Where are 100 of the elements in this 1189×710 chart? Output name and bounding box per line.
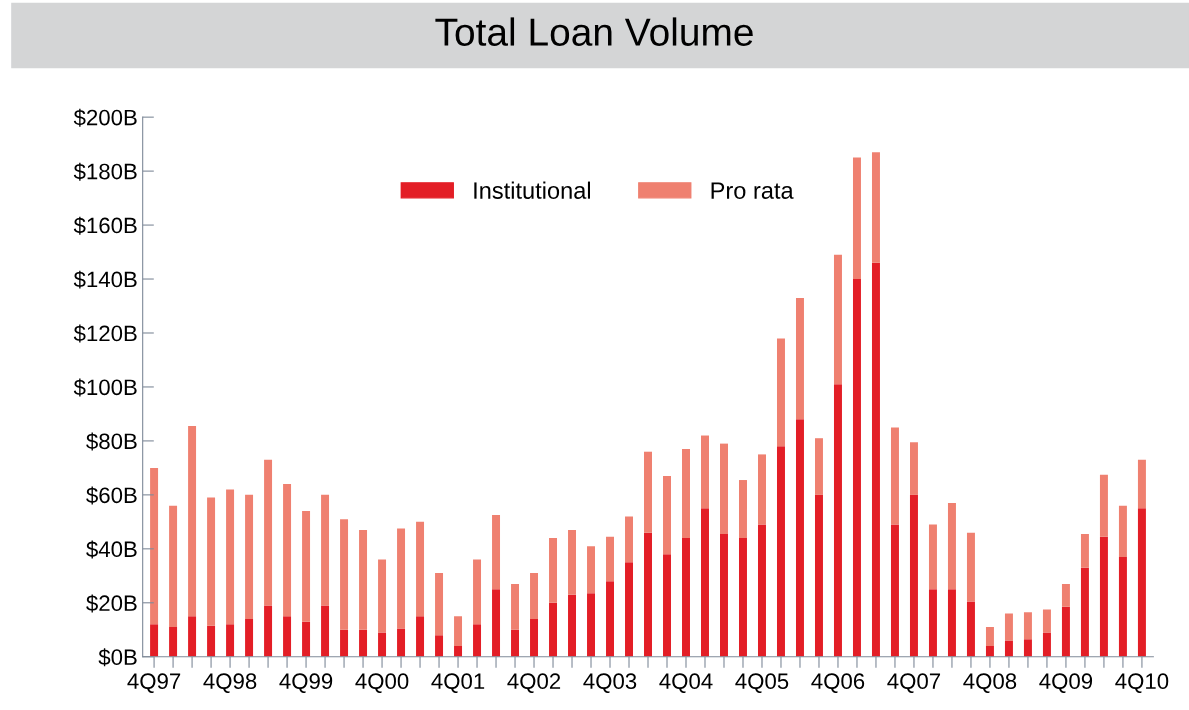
bar: [226, 489, 235, 625]
bar: [625, 516, 633, 563]
bar: [947, 502, 956, 590]
bar: [587, 593, 595, 657]
bar: [511, 583, 520, 630]
bar: [606, 536, 614, 582]
bar: [833, 384, 842, 657]
x-tick-label: 4Q03: [583, 673, 637, 694]
y-tick-label: $40B: [86, 540, 137, 559]
bar: [397, 528, 406, 629]
y-tick-label: $180B: [73, 162, 137, 181]
bar: [795, 419, 804, 657]
bar: [758, 454, 766, 525]
bar: [1061, 606, 1070, 657]
bar: [359, 629, 368, 657]
bar: [454, 616, 463, 646]
bar: [359, 529, 368, 630]
bar: [454, 645, 463, 657]
bar: [283, 484, 292, 617]
x-tick-label: 4Q10: [1115, 673, 1169, 694]
bar: [985, 627, 994, 646]
bar: [188, 616, 197, 657]
legend-label: Pro rata: [711, 182, 794, 199]
bar: [852, 157, 861, 280]
bar: [928, 524, 937, 590]
x-tick-label: 4Q04: [659, 673, 713, 694]
bar: [530, 618, 539, 657]
bar: [492, 515, 501, 590]
bar: [169, 505, 178, 628]
bar: [283, 616, 292, 657]
bar: [321, 494, 330, 606]
bar: [264, 459, 273, 606]
bar: [302, 511, 311, 622]
x-tick-label: 4Q98: [203, 673, 257, 694]
x-tick-label: 4Q01: [431, 673, 485, 694]
bar: [720, 533, 728, 657]
bar: [340, 629, 349, 657]
bar: [416, 616, 425, 657]
bar: [701, 435, 709, 509]
bar: [720, 443, 728, 534]
bar: [473, 624, 482, 657]
bar: [606, 581, 614, 657]
bar: [416, 521, 425, 617]
bar: [795, 297, 804, 420]
bar: [663, 554, 671, 657]
bar: [207, 497, 216, 626]
bar: [701, 508, 709, 657]
bar: [814, 438, 823, 495]
bar: [549, 538, 558, 603]
bar: [871, 262, 880, 657]
y-tick-label: $160B: [73, 216, 137, 235]
x-tick-label: 4Q06: [811, 673, 865, 694]
y-tick-label: $60B: [86, 486, 137, 505]
bar: [625, 562, 633, 657]
bar: [758, 524, 766, 657]
x-tick-label: 4Q02: [507, 673, 561, 694]
bar: [340, 519, 349, 630]
x-tick-label: 4Q07: [887, 673, 941, 694]
bar: [549, 602, 558, 657]
bar: [739, 480, 747, 539]
bar: [928, 589, 937, 657]
bar: [435, 635, 444, 657]
bar: [1004, 613, 1013, 641]
bar: [150, 624, 159, 657]
bar: [890, 427, 899, 525]
bar: [397, 628, 406, 657]
bar: [568, 594, 577, 657]
bar: [150, 467, 159, 625]
y-tick-label: $80B: [86, 432, 137, 451]
bar: [511, 629, 520, 657]
bar: [909, 442, 918, 495]
bar: [833, 254, 842, 385]
legend-label: Institutional: [474, 181, 591, 199]
bar: [473, 559, 482, 625]
y-tick-label: $140B: [73, 270, 137, 289]
bar: [226, 624, 235, 657]
bar: [890, 524, 899, 657]
bar: [966, 601, 975, 657]
bar: [663, 475, 671, 555]
bar: [1137, 508, 1146, 657]
x-tick-label: 4Q05: [735, 673, 789, 694]
x-tick-label: 4Q09: [1039, 673, 1093, 694]
bar: [207, 625, 216, 657]
bar: [1099, 474, 1108, 537]
bar: [1042, 609, 1051, 633]
bar: [1023, 612, 1032, 640]
bar: [1042, 632, 1051, 657]
bar: [188, 426, 197, 617]
bar: [378, 632, 387, 657]
bar: [777, 338, 785, 447]
bar: [1137, 459, 1146, 509]
bar: [1118, 556, 1127, 657]
bar: [682, 449, 690, 539]
y-tick-label: $100B: [73, 378, 137, 397]
bar: [644, 532, 652, 657]
bar: [966, 532, 975, 602]
x-tick-label: 4Q08: [963, 673, 1017, 694]
bar: [1004, 640, 1013, 657]
bar: [435, 573, 444, 636]
bar: [985, 645, 994, 657]
